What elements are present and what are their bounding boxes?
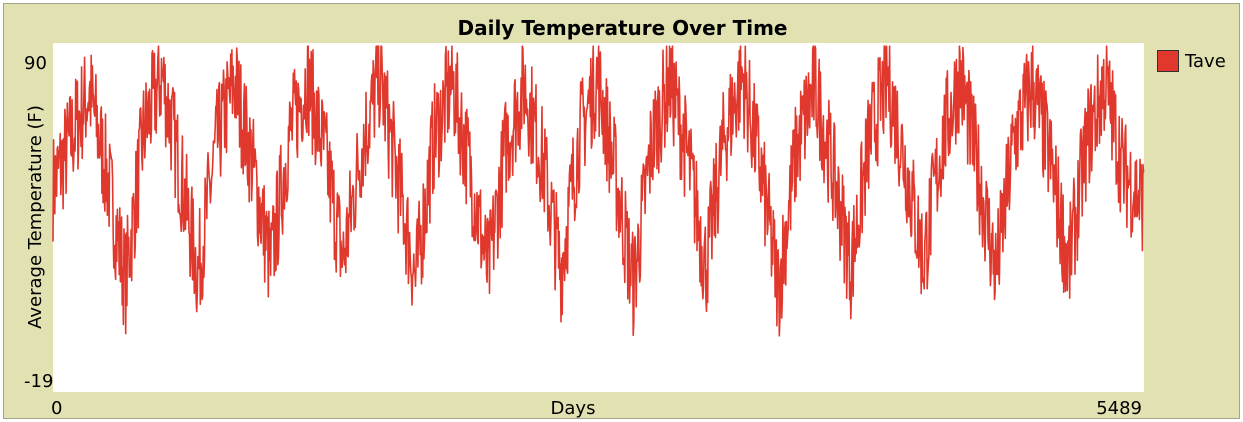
legend: Tave (1157, 46, 1226, 76)
series-layer (52, 45, 1145, 337)
y-tick-label-min: -19 (24, 371, 53, 392)
chart-title: Daily Temperature Over Time (457, 16, 788, 40)
chart-panel: Daily Temperature Over Time 90 -19 0 548… (3, 3, 1240, 419)
x-tick-label-max: 5489 (1096, 398, 1142, 419)
x-tick-label-min: 0 (51, 398, 62, 419)
series-line-tave (52, 45, 1145, 337)
x-axis-title: Days (551, 398, 596, 419)
legend-label: Tave (1185, 50, 1226, 72)
plot-area: 90 -19 0 5489 Days Average Temperature (… (24, 43, 1145, 419)
legend-swatch (1157, 50, 1179, 72)
y-axis-title: Average Temperature (F) (25, 105, 46, 329)
y-tick-label-max: 90 (24, 53, 47, 74)
